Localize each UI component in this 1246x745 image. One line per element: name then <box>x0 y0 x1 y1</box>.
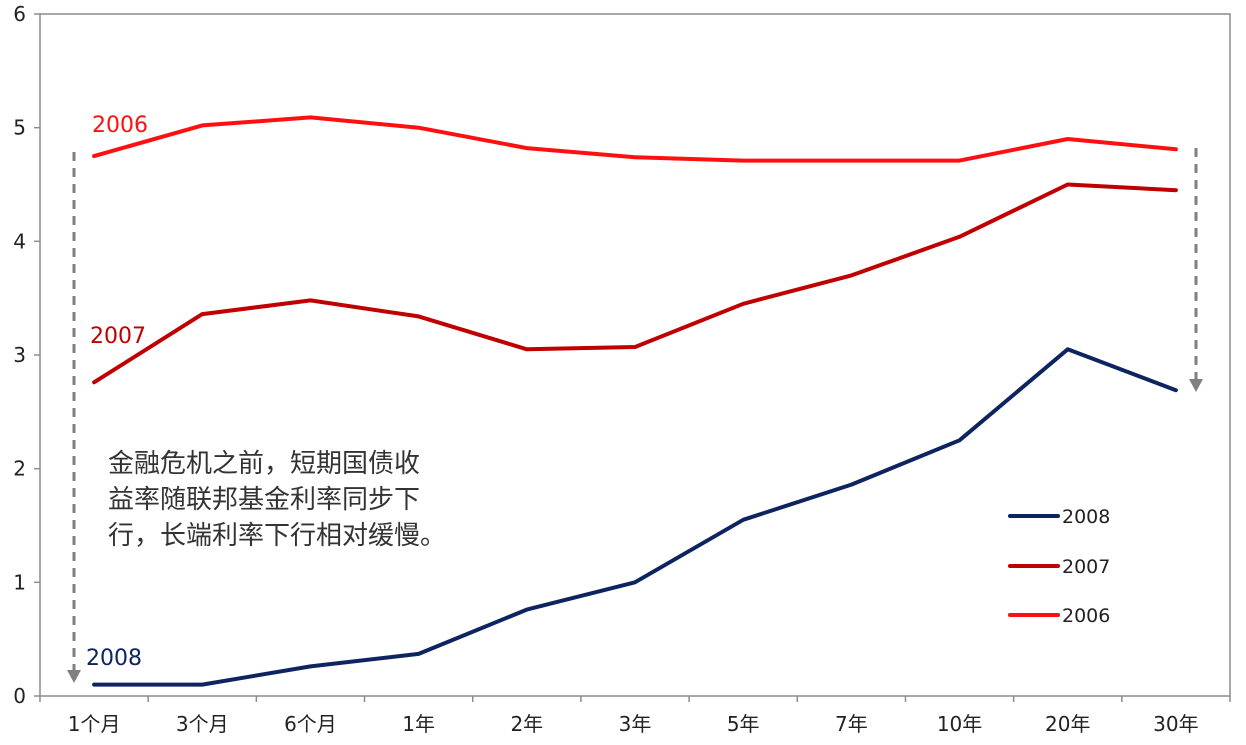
series-line-2007 <box>92 182 1178 385</box>
y-tick-label: 3 <box>13 343 26 367</box>
y-tick-label: 0 <box>13 684 26 708</box>
x-tick-label: 3个月 <box>176 712 229 736</box>
x-tick-label: 10年 <box>937 712 982 736</box>
legend-label-2006: 2006 <box>1062 605 1110 627</box>
x-tick-label: 1个月 <box>68 712 121 736</box>
annotation-line: 金融危机之前，短期国债收 <box>108 449 420 479</box>
x-tick-label: 6个月 <box>284 712 337 736</box>
x-tick-label: 5年 <box>727 712 760 736</box>
series-lines <box>92 115 1178 687</box>
y-tick-label: 2 <box>13 457 26 481</box>
y-tick-label: 5 <box>13 116 26 140</box>
legend-label-2008: 2008 <box>1062 506 1110 528</box>
legend-label-2007: 2007 <box>1062 556 1110 578</box>
axes: 0 1 2 3 4 5 6 1个月 3个月 6个月 1年 2年 3年 5年 7年 10年 20年 30年 <box>13 2 1231 736</box>
series-labels: 2006 2007 2008 <box>86 113 148 671</box>
x-tick-label: 3年 <box>619 712 652 736</box>
x-tick-label: 2年 <box>510 712 543 736</box>
series-line-2006 <box>92 115 1178 163</box>
y-tick-label: 4 <box>13 229 26 253</box>
right-arrow-head <box>1189 379 1203 392</box>
y-tick-label: 6 <box>13 2 26 26</box>
annotation-line: 行，长端利率下行相对缓慢。 <box>108 521 446 551</box>
left-arrow-head <box>67 670 81 683</box>
x-tick-label: 7年 <box>835 712 868 736</box>
series-label-2008: 2008 <box>86 646 142 671</box>
arrows <box>67 148 1203 683</box>
y-tick-label: 1 <box>13 570 26 594</box>
annotation-line: 益率随联邦基金利率同步下 <box>108 485 420 515</box>
legend: 2008 2007 2006 <box>1008 506 1110 627</box>
x-tick-label: 1年 <box>402 712 435 736</box>
series-label-2006: 2006 <box>92 113 148 138</box>
series-label-2007: 2007 <box>90 324 146 349</box>
x-tick-label: 30年 <box>1153 712 1198 736</box>
series-line-2008 <box>92 347 1178 687</box>
x-tick-label: 20年 <box>1045 712 1090 736</box>
plot-frame <box>39 13 1231 697</box>
